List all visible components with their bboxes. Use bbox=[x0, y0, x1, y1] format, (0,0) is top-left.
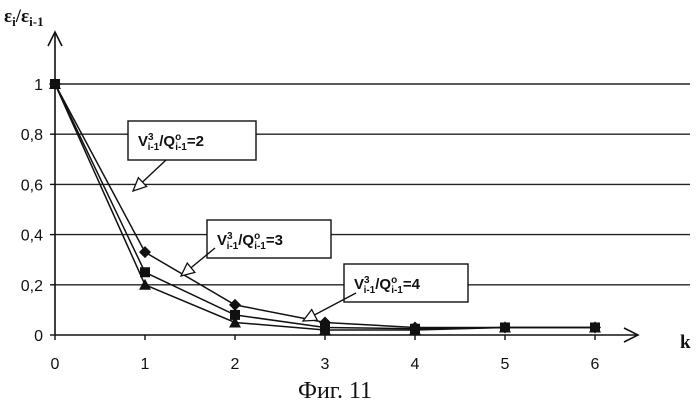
y-tick-label: 0 bbox=[34, 328, 43, 345]
x-tick-label: 2 bbox=[231, 356, 240, 373]
x-axis-label: k bbox=[680, 332, 691, 353]
x-tick-label: 3 bbox=[321, 356, 330, 373]
data-point bbox=[139, 246, 151, 258]
annotation-label: V3i-1/Qoi-1=4 bbox=[354, 275, 421, 296]
annotation-label: V3i-1/Qoi-1=2 bbox=[138, 132, 204, 153]
annotations: V3i-1/Qoi-1=2 V3i-1/Qoi-1=3 V3i-1/Qoi-1=4 bbox=[128, 121, 468, 321]
y-tick-label: 1 bbox=[34, 77, 43, 94]
x-tick-label: 0 bbox=[51, 356, 60, 373]
y-tick-label: 0,4 bbox=[21, 228, 43, 245]
y-tick-label: 0,2 bbox=[21, 278, 43, 295]
x-tick-label: 1 bbox=[141, 356, 150, 373]
y-tick-label: 0,8 bbox=[21, 127, 43, 144]
y-tick-label: 0,6 bbox=[21, 177, 43, 194]
figure-caption: Фиг. 11 bbox=[298, 378, 372, 404]
x-tick-label: 6 bbox=[591, 356, 600, 373]
data-point bbox=[229, 299, 241, 311]
series-group bbox=[49, 78, 601, 335]
annotation-label: V3i-1/Qoi-1=3 bbox=[217, 231, 283, 252]
annotation-arrowhead bbox=[181, 263, 195, 276]
y-axis-label: εi/εi-1 bbox=[4, 6, 44, 29]
annotation-arrowhead bbox=[303, 310, 317, 321]
x-tick-label: 4 bbox=[411, 356, 420, 373]
x-tick-label: 5 bbox=[501, 356, 510, 373]
